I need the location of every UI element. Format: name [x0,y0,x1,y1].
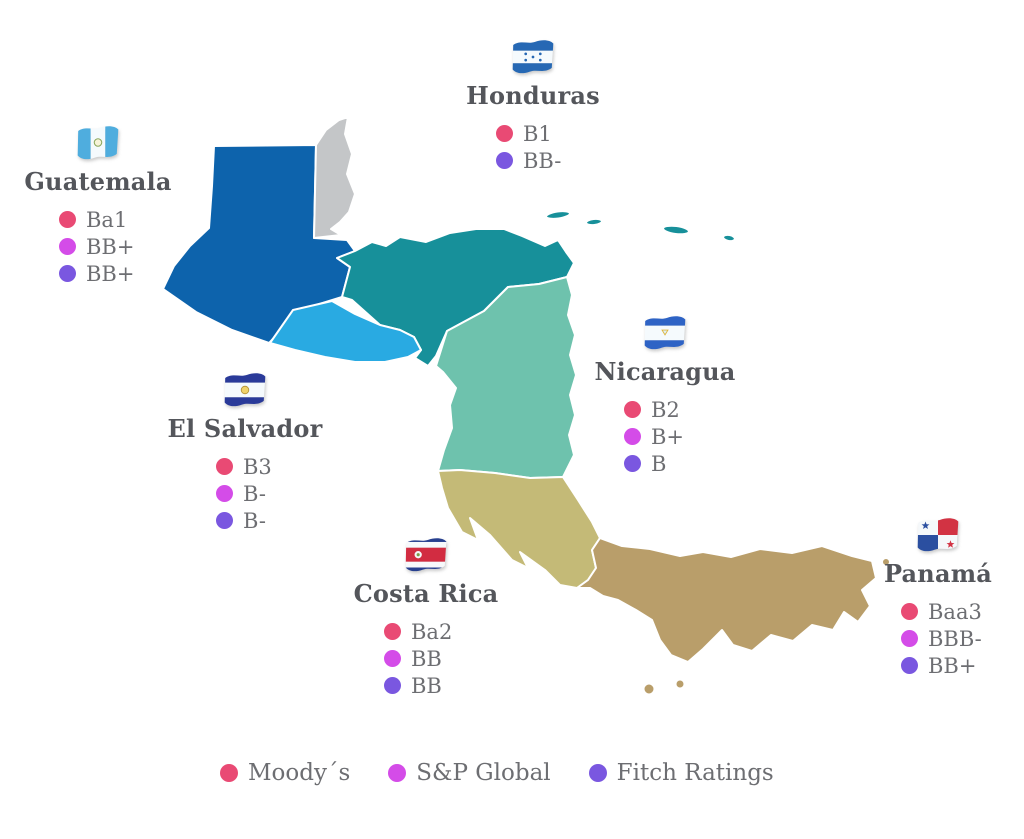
ratings-list: Ba2 BB BB [384,618,511,699]
rating-value: BB+ [86,261,135,286]
panama-islands [642,557,891,696]
sp-rating-dot [624,428,641,445]
rating-row: BB- [496,147,618,174]
bay-islands [545,210,736,243]
nicaragua-flag-icon [644,316,686,350]
rating-value: B- [243,481,266,506]
rating-row: BB+ [59,233,183,260]
rating-row: B- [216,480,330,507]
country-name: Honduras [466,81,600,110]
rating-value: BB [411,646,442,671]
panama-flag-icon [917,518,959,552]
country-name: Guatemala [24,167,172,196]
country-name: Nicaragua [594,357,736,386]
rating-row: Baa3 [901,598,1023,625]
legend-item-moodys: Moody´s [220,760,350,786]
moodys-rating-dot [496,125,513,142]
legend-item-fitch: Fitch Ratings [588,760,774,786]
ratings-list: Baa3 BBB- BB+ [901,598,1023,679]
map-region-panama [576,537,877,663]
legend-item-sp-global: S&P Global [388,760,551,786]
rating-value: B+ [651,424,685,449]
rating-value: Ba2 [411,619,453,644]
rating-value: BBB- [928,626,982,651]
legend-label: S&P Global [416,760,551,786]
ratings-list: B2 B+ B [624,396,750,477]
fitch-legend-dot [588,764,607,782]
country-name: Costa Rica [353,579,499,608]
rating-row: BB+ [901,652,1023,679]
sp-rating-dot [384,650,401,667]
rating-row: Ba2 [384,618,511,645]
rating-row: B1 [496,120,618,147]
rating-row: B+ [624,423,750,450]
country-label-costa-rica: Costa Rica Ba2 BB BB [341,536,511,699]
honduras-flag-icon [512,40,554,74]
fitch-rating-dot [496,152,513,169]
country-name: El Salvador [167,414,323,443]
moodys-rating-dot [624,401,641,418]
map-region-belize [313,116,356,239]
sp-rating-dot [59,238,76,255]
rating-value: B- [243,508,266,533]
country-label-honduras: Honduras B1 BB- [448,38,618,174]
rating-row: B [624,450,750,477]
rating-value: B3 [243,454,272,479]
rating-row: B2 [624,396,750,423]
country-label-guatemala: Guatemala Ba1 BB+ BB+ [13,124,183,287]
ratings-list: B1 BB- [496,120,618,174]
legend-label: Moody´s [248,760,351,786]
fitch-rating-dot [216,512,233,529]
moodys-rating-dot [901,603,918,620]
moodys-rating-dot [216,458,233,475]
rating-row: B3 [216,453,330,480]
rating-value: Ba1 [86,207,128,232]
moodys-legend-dot [220,764,238,782]
rating-value: BB [411,673,442,698]
ratings-list: Ba1 BB+ BB+ [59,206,183,287]
rating-value: B2 [651,397,680,422]
rating-row: BB+ [59,260,183,287]
map-region-costa-rica [437,469,601,589]
legend: Moody´s S&P Global Fitch Ratings [220,760,774,786]
el-salvador-flag-icon [224,373,266,407]
rating-value: Baa3 [928,599,982,624]
map-region-el-salvador [269,300,422,363]
fitch-rating-dot [624,455,641,472]
fitch-rating-dot [901,657,918,674]
sp-legend-dot [388,764,407,782]
moodys-rating-dot [59,211,76,228]
rating-row: BB [384,672,511,699]
rating-value: B1 [523,121,552,146]
rating-row: B- [216,507,330,534]
sp-rating-dot [216,485,233,502]
country-name: Panamá [883,559,993,588]
ratings-list: B3 B- B- [216,453,330,534]
country-label-nicaragua: Nicaragua B2 B+ B [580,314,750,477]
legend-label: Fitch Ratings [616,760,774,786]
rating-value: BB- [523,148,562,173]
rating-row: Ba1 [59,206,183,233]
fitch-rating-dot [384,677,401,694]
rating-value: B [651,451,667,476]
rating-row: BB [384,645,511,672]
rating-value: BB+ [86,234,135,259]
moodys-rating-dot [384,623,401,640]
country-label-el-salvador: El Salvador B3 B- B- [160,371,330,534]
fitch-rating-dot [59,265,76,282]
country-label-panama: Panamá Baa3 BBB- BB+ [853,516,1023,679]
rating-row: BBB- [901,625,1023,652]
guatemala-flag-icon [77,126,119,160]
costa-rica-flag-icon [405,538,447,572]
rating-value: BB+ [928,653,977,678]
sp-rating-dot [901,630,918,647]
